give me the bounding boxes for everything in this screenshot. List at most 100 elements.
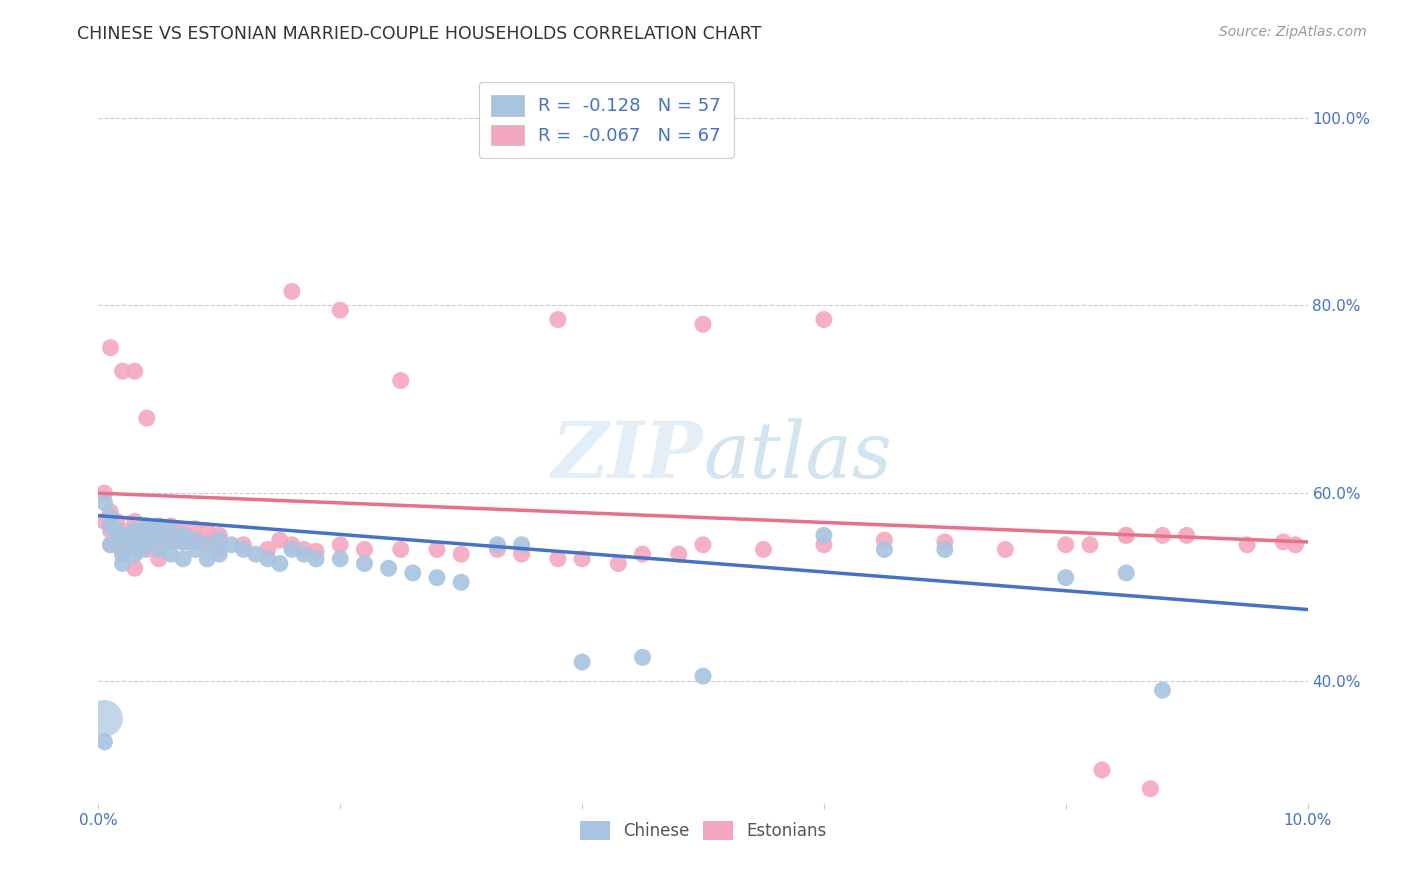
Point <box>692 318 714 332</box>
Point <box>607 557 630 571</box>
Text: atlas: atlas <box>703 417 891 494</box>
Point <box>329 303 352 318</box>
Point <box>208 533 231 547</box>
Point <box>1115 528 1137 542</box>
Legend: Chinese, Estonians: Chinese, Estonians <box>571 813 835 848</box>
Point <box>256 551 278 566</box>
Point <box>100 509 122 524</box>
Point <box>245 547 267 561</box>
Point <box>292 547 315 561</box>
Point <box>450 547 472 561</box>
Point <box>148 542 170 557</box>
Point <box>329 538 352 552</box>
Point <box>232 542 254 557</box>
Point <box>934 535 956 549</box>
Point <box>353 557 375 571</box>
Point <box>486 542 509 557</box>
Point <box>100 538 122 552</box>
Point <box>93 735 115 749</box>
Point <box>195 538 218 552</box>
Point <box>281 538 304 552</box>
Point <box>692 669 714 683</box>
Point <box>111 547 134 561</box>
Point <box>426 571 449 585</box>
Point <box>111 538 134 552</box>
Point <box>402 566 425 580</box>
Point <box>111 557 134 571</box>
Point <box>124 524 146 538</box>
Point <box>100 341 122 355</box>
Point <box>148 551 170 566</box>
Point <box>93 711 115 725</box>
Point <box>195 524 218 538</box>
Point <box>547 551 569 566</box>
Point <box>631 650 654 665</box>
Point <box>172 535 194 549</box>
Point <box>692 538 714 552</box>
Point <box>172 551 194 566</box>
Point <box>1115 528 1137 542</box>
Point <box>1091 763 1114 777</box>
Point <box>571 551 593 566</box>
Point <box>269 557 291 571</box>
Point <box>305 544 328 558</box>
Point <box>813 312 835 326</box>
Point <box>105 514 128 528</box>
Point <box>1078 538 1101 552</box>
Point <box>148 528 170 542</box>
Text: ZIP: ZIP <box>551 417 703 494</box>
Point <box>281 542 304 557</box>
Point <box>124 514 146 528</box>
Point <box>172 535 194 549</box>
Point <box>571 655 593 669</box>
Point <box>105 524 128 538</box>
Point <box>510 547 533 561</box>
Point <box>124 533 146 547</box>
Point <box>510 538 533 552</box>
Point <box>111 364 134 378</box>
Point <box>1054 571 1077 585</box>
Point <box>160 547 183 561</box>
Point <box>135 528 157 542</box>
Point <box>547 312 569 326</box>
Point <box>292 542 315 557</box>
Point <box>1175 528 1198 542</box>
Point <box>148 524 170 538</box>
Point <box>100 519 122 533</box>
Point <box>873 542 896 557</box>
Point <box>160 535 183 549</box>
Point <box>256 542 278 557</box>
Point <box>1272 535 1295 549</box>
Point <box>135 411 157 425</box>
Point <box>813 528 835 542</box>
Point <box>1152 683 1174 698</box>
Point <box>135 538 157 552</box>
Point <box>184 533 207 547</box>
Point <box>752 542 775 557</box>
Point <box>135 519 157 533</box>
Point <box>124 561 146 575</box>
Point <box>129 542 152 557</box>
Point <box>221 538 243 552</box>
Point <box>93 514 115 528</box>
Text: CHINESE VS ESTONIAN MARRIED-COUPLE HOUSEHOLDS CORRELATION CHART: CHINESE VS ESTONIAN MARRIED-COUPLE HOUSE… <box>77 25 762 43</box>
Text: Source: ZipAtlas.com: Source: ZipAtlas.com <box>1219 25 1367 39</box>
Point <box>135 519 157 533</box>
Point <box>100 524 122 538</box>
Point <box>208 547 231 561</box>
Point <box>100 505 122 519</box>
Point <box>1284 538 1306 552</box>
Point <box>305 551 328 566</box>
Point <box>1139 781 1161 796</box>
Point <box>232 538 254 552</box>
Point <box>195 551 218 566</box>
Point <box>1054 538 1077 552</box>
Point <box>118 528 141 542</box>
Point <box>813 538 835 552</box>
Point <box>389 542 412 557</box>
Point <box>124 364 146 378</box>
Point <box>668 547 690 561</box>
Point <box>124 528 146 542</box>
Point <box>426 542 449 557</box>
Point <box>184 535 207 549</box>
